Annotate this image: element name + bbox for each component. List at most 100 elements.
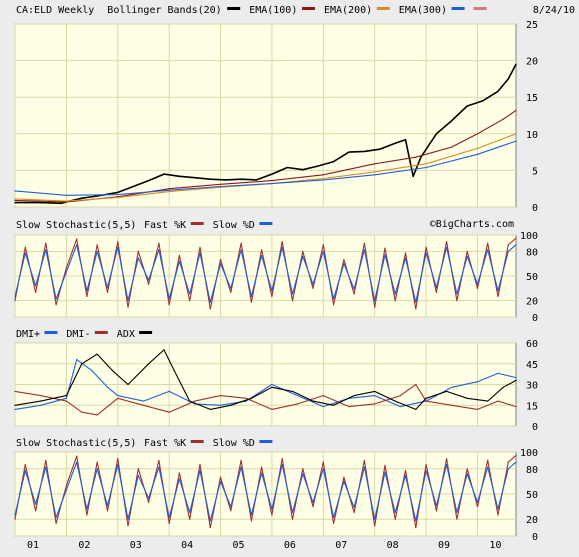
data-point-dmi-dmi_minus-4 <box>96 414 98 416</box>
data-point-dmi-dmi_minus-11 <box>271 408 273 410</box>
data-point-stoch2-k-34 <box>363 459 365 461</box>
data-point-dmi-dmi_minus-19 <box>451 404 453 406</box>
data-point-dmi-dmi_plus-17 <box>399 406 401 408</box>
data-point-stoch2-k-23 <box>250 520 252 522</box>
data-point-dmi-adx-4 <box>96 353 98 355</box>
data-point-price-ema100-3 <box>168 188 170 190</box>
data-point-price-price-0 <box>14 202 16 204</box>
y-tick-label-price-2: 10 <box>526 130 538 141</box>
data-point-stoch2-d-49 <box>515 461 517 463</box>
data-point-stoch2-d-19 <box>209 520 211 522</box>
legend-swatch-dmi-0 <box>44 331 58 334</box>
x-tick-label-3: 04 <box>181 540 193 551</box>
data-point-stoch2-d-28 <box>302 473 304 475</box>
data-point-price-ema100-4 <box>219 183 222 185</box>
chart-date: 8/24/10 <box>533 5 575 16</box>
x-tick-label-2: 03 <box>130 540 142 551</box>
data-point-stoch2-k-25 <box>271 514 273 516</box>
data-point-dmi-dmi_plus-19 <box>451 386 453 388</box>
data-point-stoch2-k-44 <box>466 468 468 470</box>
data-point-stoch2-d-20 <box>219 480 222 482</box>
data-point-price-ema100-9 <box>451 146 453 148</box>
data-point-stoch2-k-36 <box>384 464 386 466</box>
data-point-stoch1-k-5 <box>65 267 67 269</box>
data-point-dmi-adx-5 <box>112 370 114 372</box>
data-point-stoch2-d-0 <box>14 514 16 516</box>
data-point-price-ema300-7 <box>374 174 376 176</box>
legend-label-dmi-0: DMI+ <box>16 329 40 340</box>
data-point-price-price-25 <box>404 139 407 141</box>
legend-label-dmi-1: DMI- <box>66 329 90 340</box>
data-point-dmi-dmi_minus-5 <box>117 397 119 399</box>
data-point-price-price-21 <box>348 151 350 153</box>
data-point-stoch2-k-26 <box>281 458 283 460</box>
data-point-stoch1-d-4 <box>55 298 57 300</box>
data-point-stoch1-k-40 <box>425 246 427 248</box>
data-point-stoch1-d-41 <box>435 286 437 289</box>
data-point-stoch2-k-10 <box>117 458 119 460</box>
data-point-stoch2-k-21 <box>230 510 232 512</box>
data-point-stoch1-d-29 <box>312 283 314 285</box>
data-point-dmi-adx-9 <box>173 370 175 372</box>
data-point-stoch2-d-16 <box>178 478 180 480</box>
data-point-dmi-dmi_minus-20 <box>476 408 479 410</box>
data-point-stoch1-k-41 <box>435 291 437 293</box>
y-tick-label-stoch1-0: 0 <box>532 313 538 324</box>
data-point-stoch1-d-46 <box>487 249 489 251</box>
watermark: ©BigCharts.com <box>430 219 514 230</box>
data-point-stoch2-d-33 <box>353 506 355 508</box>
data-point-stoch1-k-15 <box>168 304 170 306</box>
data-point-stoch2-k-43 <box>456 518 458 520</box>
x-tick-label-0: 01 <box>27 540 39 551</box>
data-point-stoch1-d-42 <box>446 246 448 248</box>
data-point-dmi-adx-20 <box>394 400 396 402</box>
data-point-price-ema100-5 <box>271 180 273 182</box>
data-point-price-price-4 <box>81 197 83 199</box>
x-tick-label-6: 07 <box>335 540 347 551</box>
data-point-dmi-adx-0 <box>14 404 16 406</box>
legend-swatch-stoch2-0 <box>190 440 204 443</box>
data-point-price-price-24 <box>394 142 396 144</box>
data-point-stoch2-d-45 <box>476 501 479 503</box>
data-point-stoch2-d-46 <box>487 466 489 468</box>
data-point-dmi-adx-7 <box>148 363 150 365</box>
data-point-stoch2-d-41 <box>435 505 437 507</box>
data-point-price-price-12 <box>209 178 211 180</box>
data-point-stoch2-d-21 <box>230 506 232 508</box>
data-point-stoch2-k-15 <box>168 522 170 525</box>
data-point-stoch1-k-24 <box>261 249 263 251</box>
data-point-price-price-20 <box>333 161 335 163</box>
data-point-dmi-dmi_plus-12 <box>271 383 273 386</box>
x-tick-label-9: 10 <box>489 540 501 551</box>
data-point-stoch1-d-5 <box>65 271 67 273</box>
data-point-price-ema200-1 <box>65 200 67 202</box>
x-tick-label-4: 05 <box>232 540 244 551</box>
legend-swatch-dmi-2 <box>139 331 153 334</box>
data-point-stoch1-k-8 <box>96 244 98 246</box>
legend-swatch-price-extra <box>473 7 487 10</box>
data-point-price-price-9 <box>163 173 165 175</box>
data-point-stoch2-d-18 <box>199 469 201 472</box>
data-point-dmi-adx-8 <box>163 349 165 351</box>
data-point-stoch1-d-40 <box>425 252 427 254</box>
data-point-stoch1-k-2 <box>35 291 37 293</box>
legend-label-price-1: EMA(100) <box>249 5 297 16</box>
data-point-dmi-dmi_plus-11 <box>245 400 247 402</box>
legend-swatch-price-2 <box>376 7 390 10</box>
data-point-price-price-26 <box>412 175 414 177</box>
data-point-price-ema300-5 <box>271 183 273 185</box>
data-point-stoch2-k-8 <box>96 461 98 463</box>
data-point-stoch1-k-34 <box>363 242 365 244</box>
data-point-dmi-dmi_plus-2 <box>65 397 67 399</box>
data-point-stoch2-d-12 <box>137 474 139 477</box>
data-point-stoch1-d-35 <box>374 300 376 302</box>
data-point-dmi-dmi_plus-16 <box>374 395 376 397</box>
data-point-stoch2-d-29 <box>312 501 314 503</box>
data-point-dmi-dmi_plus-8 <box>168 390 170 392</box>
legend-swatch-price-3 <box>451 7 465 10</box>
data-point-stoch2-k-42 <box>446 458 448 460</box>
data-point-stoch2-d-34 <box>363 466 365 468</box>
data-point-price-ema200-10 <box>515 133 517 135</box>
data-point-price-price-15 <box>255 179 258 181</box>
